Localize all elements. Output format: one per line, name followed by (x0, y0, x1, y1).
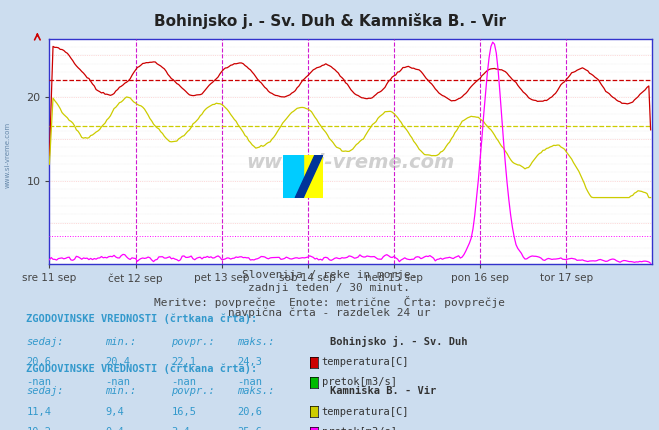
Text: pretok[m3/s]: pretok[m3/s] (322, 377, 397, 387)
Text: 3,4: 3,4 (171, 427, 190, 430)
Text: -nan: -nan (26, 377, 51, 387)
Text: 24,3: 24,3 (237, 357, 262, 367)
Bar (283, 155, 303, 198)
Text: min.:: min.: (105, 386, 136, 396)
Text: 10,2: 10,2 (26, 427, 51, 430)
Text: Meritve: povprečne  Enote: metrične  Črta: povprečje: Meritve: povprečne Enote: metrične Črta:… (154, 296, 505, 308)
Text: Kamniška B. - Vir: Kamniška B. - Vir (330, 386, 436, 396)
Text: 0,4: 0,4 (105, 427, 124, 430)
Text: -nan: -nan (171, 377, 196, 387)
Text: temperatura[C]: temperatura[C] (322, 357, 409, 367)
Text: sedaj:: sedaj: (26, 337, 64, 347)
Text: www.si-vreme.com: www.si-vreme.com (246, 154, 455, 172)
Text: pretok[m3/s]: pretok[m3/s] (322, 427, 397, 430)
Text: temperatura[C]: temperatura[C] (322, 406, 409, 417)
Bar (303, 155, 323, 198)
Text: povpr.:: povpr.: (171, 386, 215, 396)
Text: -nan: -nan (105, 377, 130, 387)
Text: 22,1: 22,1 (171, 357, 196, 367)
Text: Slovenija / reke in morje.: Slovenija / reke in morje. (242, 270, 417, 280)
Text: -nan: -nan (237, 377, 262, 387)
Text: maks.:: maks.: (237, 386, 275, 396)
Text: povpr.:: povpr.: (171, 337, 215, 347)
Text: navpična črta - razdelek 24 ur: navpična črta - razdelek 24 ur (228, 307, 431, 318)
Text: 20,4: 20,4 (105, 357, 130, 367)
Text: 25,6: 25,6 (237, 427, 262, 430)
Text: Bohinjsko j. - Sv. Duh: Bohinjsko j. - Sv. Duh (330, 336, 467, 347)
Text: 20,6: 20,6 (26, 357, 51, 367)
Text: zadnji teden / 30 minut.: zadnji teden / 30 minut. (248, 283, 411, 293)
Text: Bohinjsko j. - Sv. Duh & Kamniška B. - Vir: Bohinjsko j. - Sv. Duh & Kamniška B. - V… (154, 13, 505, 29)
Text: 9,4: 9,4 (105, 406, 124, 417)
Text: ZGODOVINSKE VREDNOSTI (črtkana črta):: ZGODOVINSKE VREDNOSTI (črtkana črta): (26, 363, 258, 374)
Text: ZGODOVINSKE VREDNOSTI (črtkana črta):: ZGODOVINSKE VREDNOSTI (črtkana črta): (26, 314, 258, 325)
Text: maks.:: maks.: (237, 337, 275, 347)
Text: 20,6: 20,6 (237, 406, 262, 417)
Polygon shape (295, 155, 323, 198)
Text: www.si-vreme.com: www.si-vreme.com (5, 122, 11, 188)
Text: 11,4: 11,4 (26, 406, 51, 417)
Text: sedaj:: sedaj: (26, 386, 64, 396)
Text: 16,5: 16,5 (171, 406, 196, 417)
Text: min.:: min.: (105, 337, 136, 347)
